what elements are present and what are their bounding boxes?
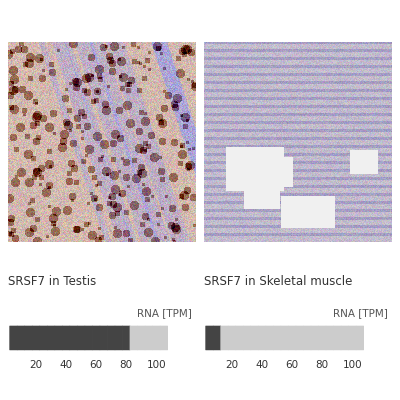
FancyBboxPatch shape <box>258 326 266 350</box>
FancyBboxPatch shape <box>130 326 138 350</box>
Text: 20: 20 <box>30 360 42 370</box>
FancyBboxPatch shape <box>213 326 221 350</box>
FancyBboxPatch shape <box>47 326 55 350</box>
FancyBboxPatch shape <box>160 326 168 350</box>
Text: 60: 60 <box>286 360 299 370</box>
Text: 60: 60 <box>90 360 103 370</box>
Text: RNA [TPM]: RNA [TPM] <box>333 308 388 318</box>
FancyBboxPatch shape <box>310 326 319 350</box>
FancyBboxPatch shape <box>107 326 115 350</box>
FancyBboxPatch shape <box>318 326 326 350</box>
FancyBboxPatch shape <box>152 326 160 350</box>
FancyBboxPatch shape <box>39 326 48 350</box>
Text: 40: 40 <box>60 360 73 370</box>
Text: SRSF7 in Skeletal muscle: SRSF7 in Skeletal muscle <box>204 274 352 288</box>
FancyBboxPatch shape <box>114 326 123 350</box>
FancyBboxPatch shape <box>122 326 130 350</box>
FancyBboxPatch shape <box>243 326 251 350</box>
FancyBboxPatch shape <box>137 326 146 350</box>
Text: 20: 20 <box>226 360 238 370</box>
FancyBboxPatch shape <box>17 326 25 350</box>
FancyBboxPatch shape <box>70 326 78 350</box>
FancyBboxPatch shape <box>280 326 289 350</box>
FancyBboxPatch shape <box>303 326 311 350</box>
Text: 40: 40 <box>256 360 269 370</box>
FancyBboxPatch shape <box>250 326 259 350</box>
Text: RNA [TPM]: RNA [TPM] <box>137 308 192 318</box>
FancyBboxPatch shape <box>326 326 334 350</box>
FancyBboxPatch shape <box>273 326 281 350</box>
FancyBboxPatch shape <box>54 326 63 350</box>
FancyBboxPatch shape <box>100 326 108 350</box>
Text: 80: 80 <box>316 360 329 370</box>
FancyBboxPatch shape <box>296 326 304 350</box>
FancyBboxPatch shape <box>288 326 296 350</box>
FancyBboxPatch shape <box>77 326 85 350</box>
FancyBboxPatch shape <box>341 326 349 350</box>
FancyBboxPatch shape <box>145 326 153 350</box>
FancyBboxPatch shape <box>32 326 40 350</box>
FancyBboxPatch shape <box>24 326 33 350</box>
Text: 100: 100 <box>342 360 362 370</box>
Text: SRSF7 in Testis: SRSF7 in Testis <box>8 274 96 288</box>
FancyBboxPatch shape <box>84 326 93 350</box>
Text: 100: 100 <box>146 360 166 370</box>
FancyBboxPatch shape <box>205 326 214 350</box>
FancyBboxPatch shape <box>9 326 18 350</box>
FancyBboxPatch shape <box>356 326 364 350</box>
FancyBboxPatch shape <box>220 326 229 350</box>
FancyBboxPatch shape <box>228 326 236 350</box>
FancyBboxPatch shape <box>235 326 244 350</box>
FancyBboxPatch shape <box>348 326 356 350</box>
FancyBboxPatch shape <box>266 326 274 350</box>
FancyBboxPatch shape <box>333 326 342 350</box>
FancyBboxPatch shape <box>62 326 70 350</box>
FancyBboxPatch shape <box>92 326 100 350</box>
Text: 80: 80 <box>120 360 133 370</box>
